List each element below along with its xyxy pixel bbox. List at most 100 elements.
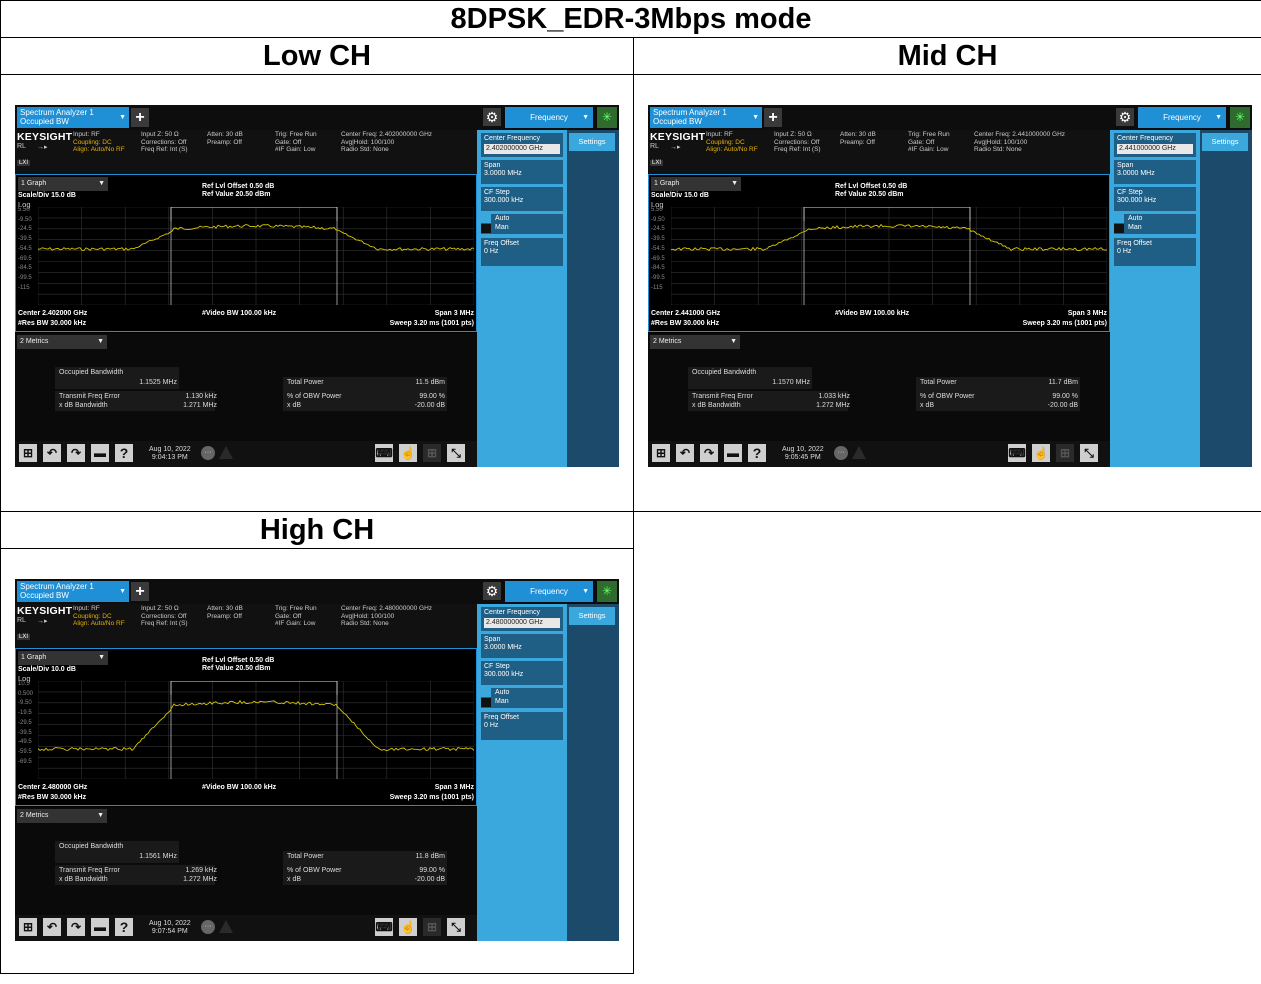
center-freq-text: Center Freq: 2.480000000 GHz xyxy=(341,605,433,612)
span-key-label: Span xyxy=(484,636,501,643)
keyboard-icon[interactable]: ⌨ xyxy=(1008,444,1026,462)
metrics-selector[interactable]: 2 Metrics ▼ xyxy=(17,335,107,349)
undo-icon[interactable]: ↶ xyxy=(43,918,61,936)
undo-icon[interactable]: ↶ xyxy=(43,444,61,462)
keysight-logo: KEYSIGHT xyxy=(650,131,706,143)
ref-offset-label: Ref Lvl Offset 0.50 dB xyxy=(202,657,275,664)
graph-selector[interactable]: 1 Graph ▼ xyxy=(18,651,108,665)
redo-icon[interactable]: ↷ xyxy=(67,918,85,936)
date-text: Aug 10, 2022 xyxy=(149,446,191,453)
xdb-label: x dB xyxy=(287,402,302,409)
tfe-box xyxy=(55,391,215,411)
help-icon[interactable]: ? xyxy=(115,444,133,462)
center-frequency-softkey[interactable]: Center Frequency 2.441000000 GHz xyxy=(1114,133,1196,157)
spectrum-trace xyxy=(38,681,474,779)
undo-icon[interactable]: ↶ xyxy=(676,444,694,462)
settings-tab[interactable]: Settings xyxy=(1202,133,1248,151)
top-bar: Spectrum Analyzer 1 Occupied BW ▼ + ⚙ Fr… xyxy=(15,579,619,604)
message-icon[interactable]: ··· xyxy=(201,446,215,460)
scale-div-label: Scale/Div 15.0 dB xyxy=(18,192,76,199)
touch-icon[interactable]: ☝ xyxy=(399,444,417,462)
input-arrow-icon: →▸ xyxy=(37,144,48,151)
metrics-selector[interactable]: 2 Metrics ▼ xyxy=(650,335,740,349)
span-softkey[interactable]: Span 3.0000 MHz xyxy=(1114,160,1196,184)
keyboard-icon[interactable]: ⌨ xyxy=(375,444,393,462)
windows-icon[interactable]: ⊞ xyxy=(652,444,670,462)
status-led-icon: ✳ xyxy=(597,581,617,602)
help-icon[interactable]: ? xyxy=(115,918,133,936)
span-key-value: 3.0000 MHz xyxy=(484,170,522,177)
settings-panel: Settings xyxy=(567,604,619,941)
keysight-logo: KEYSIGHT xyxy=(17,605,73,617)
layout-icon[interactable]: ⊞ xyxy=(423,918,441,936)
keyboard-icon[interactable]: ⌨ xyxy=(375,918,393,936)
preamp-text: Preamp: Off xyxy=(207,612,242,620)
frequency-menu-button[interactable]: Frequency ▼ xyxy=(505,581,593,602)
graph-window[interactable]: 1 Graph ▼ Scale/Div 15.0 dB Ref Lvl Offse… xyxy=(648,174,1110,332)
settings-tab[interactable]: Settings xyxy=(569,133,615,151)
lxi-badge: LXI xyxy=(17,160,31,166)
graph-window[interactable]: 1 Graph ▼ Scale/Div 10.0 dB Ref Lvl Offse… xyxy=(15,648,477,806)
redo-icon[interactable]: ↷ xyxy=(700,444,718,462)
gear-icon[interactable]: ⚙ xyxy=(483,582,501,600)
graph-selector[interactable]: 1 Graph ▼ xyxy=(18,177,108,191)
span-key-value: 3.0000 MHz xyxy=(484,644,522,651)
fullscreen-icon[interactable]: ⤡ xyxy=(1080,444,1098,462)
auto-man-toggle[interactable]: Auto Man xyxy=(481,214,563,234)
measurement-tab[interactable]: Spectrum Analyzer 1 Occupied BW ▼ xyxy=(650,107,762,128)
add-screen-button[interactable]: + xyxy=(131,582,149,601)
touch-icon[interactable]: ☝ xyxy=(399,918,417,936)
cf-step-softkey[interactable]: CF Step 300.000 kHz xyxy=(1114,187,1196,211)
span-softkey[interactable]: Span 3.0000 MHz xyxy=(481,634,563,658)
add-screen-button[interactable]: + xyxy=(131,108,149,127)
auto-label: Auto xyxy=(495,215,510,222)
gate-text: Gate: Off xyxy=(275,612,302,620)
center-frequency-softkey[interactable]: Center Frequency 2.402000000 GHz xyxy=(481,133,563,157)
windows-icon[interactable]: ⊞ xyxy=(19,918,37,936)
man-indicator xyxy=(481,698,491,707)
file-icon[interactable]: ▬ xyxy=(724,444,742,462)
measurement-tab[interactable]: Spectrum Analyzer 1 Occupied BW ▼ xyxy=(17,581,129,602)
freq-offset-softkey[interactable]: Freq Offset 0 Hz xyxy=(481,238,563,266)
xdb-value: -20.00 dB xyxy=(414,876,445,883)
cf-step-softkey[interactable]: CF Step 300.000 kHz xyxy=(481,661,563,685)
freq-offset-softkey[interactable]: Freq Offset 0 Hz xyxy=(1114,238,1196,266)
fullscreen-icon[interactable]: ⤡ xyxy=(447,444,465,462)
gear-icon[interactable]: ⚙ xyxy=(483,108,501,126)
high-ch-header: High CH xyxy=(0,511,634,549)
redo-icon[interactable]: ↷ xyxy=(67,444,85,462)
gear-icon[interactable]: ⚙ xyxy=(1116,108,1134,126)
add-screen-button[interactable]: + xyxy=(764,108,782,127)
windows-icon[interactable]: ⊞ xyxy=(19,444,37,462)
auto-man-toggle[interactable]: Auto Man xyxy=(1114,214,1196,234)
if-gain-text: #IF Gain: Low xyxy=(275,146,316,154)
frequency-menu-button[interactable]: Frequency ▼ xyxy=(1138,107,1226,128)
message-icon[interactable]: ··· xyxy=(201,920,215,934)
y-tick-label: -9.50 xyxy=(18,216,32,223)
cfstep-value: 300.000 kHz xyxy=(1117,197,1157,204)
auto-man-toggle[interactable]: Auto Man xyxy=(481,688,563,708)
center-frequency-softkey[interactable]: Center Frequency 2.480000000 GHz xyxy=(481,607,563,631)
graph-window[interactable]: 1 Graph ▼ Scale/Div 15.0 dB Ref Lvl Offse… xyxy=(15,174,477,332)
obw-marker-bracket xyxy=(170,207,338,221)
atten-text: Atten: 30 dB xyxy=(207,605,243,612)
file-icon[interactable]: ▬ xyxy=(91,444,109,462)
touch-icon[interactable]: ☝ xyxy=(1032,444,1050,462)
layout-icon[interactable]: ⊞ xyxy=(1056,444,1074,462)
settings-tab[interactable]: Settings xyxy=(569,607,615,625)
frequency-menu-button[interactable]: Frequency ▼ xyxy=(505,107,593,128)
low-ch-cell: Spectrum Analyzer 1 Occupied BW ▼ + ⚙ Fr… xyxy=(0,74,634,512)
message-icon[interactable]: ··· xyxy=(834,446,848,460)
layout-icon[interactable]: ⊞ xyxy=(423,444,441,462)
freq-offset-softkey[interactable]: Freq Offset 0 Hz xyxy=(481,712,563,740)
span-softkey[interactable]: Span 3.0000 MHz xyxy=(481,160,563,184)
y-tick-label: -39.5 xyxy=(18,236,32,243)
help-icon[interactable]: ? xyxy=(748,444,766,462)
measurement-tab[interactable]: Spectrum Analyzer 1 Occupied BW ▼ xyxy=(17,107,129,128)
cf-step-softkey[interactable]: CF Step 300.000 kHz xyxy=(481,187,563,211)
metrics-selector[interactable]: 2 Metrics ▼ xyxy=(17,809,107,823)
file-icon[interactable]: ▬ xyxy=(91,918,109,936)
fullscreen-icon[interactable]: ⤡ xyxy=(447,918,465,936)
xdb-bw-value: 1.272 MHz xyxy=(183,876,217,883)
graph-selector[interactable]: 1 Graph ▼ xyxy=(651,177,741,191)
